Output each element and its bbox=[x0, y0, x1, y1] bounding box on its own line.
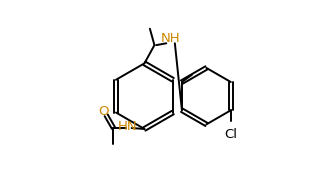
Text: HN: HN bbox=[117, 120, 137, 133]
Text: O: O bbox=[98, 105, 109, 118]
Text: NH: NH bbox=[161, 32, 181, 45]
Text: Cl: Cl bbox=[224, 128, 237, 141]
